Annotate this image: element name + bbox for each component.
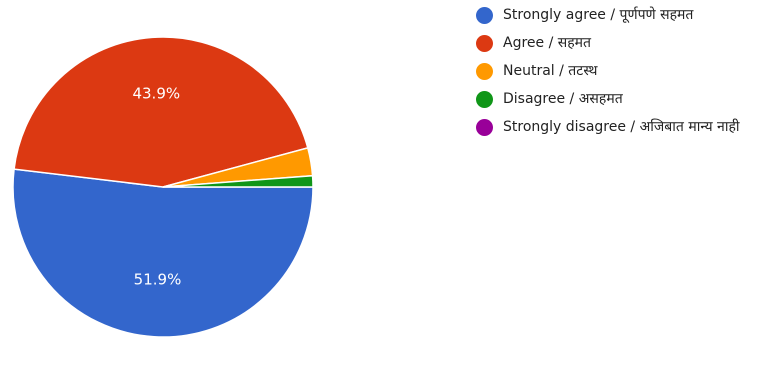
- legend-swatch-icon: [476, 119, 493, 136]
- legend-swatch-icon: [476, 63, 493, 80]
- pie-slices: [12, 36, 314, 338]
- pie-slice-4[interactable]: [162, 174, 314, 188]
- legend-label: Strongly agree / पूर्णपणे सहमत: [503, 7, 694, 23]
- legend-label: Neutral / तटस्थ: [503, 63, 598, 79]
- chart-legend: Strongly agree / पूर्णपणे सहमत Agree / सह…: [476, 6, 766, 146]
- pie-slice-2[interactable]: [13, 36, 309, 188]
- legend-item[interactable]: Neutral / तटस्थ: [476, 62, 766, 81]
- pie-slice-labels: 51.9% 43.9%: [132, 85, 181, 289]
- pie-slice-1[interactable]: [12, 168, 314, 338]
- legend-item[interactable]: Disagree / असहमत: [476, 90, 766, 109]
- legend-label: Agree / सहमत: [503, 35, 592, 51]
- slice-value-label: 51.9%: [134, 270, 182, 288]
- slice-value-label: 43.9%: [132, 85, 180, 103]
- legend-swatch-icon: [476, 7, 493, 24]
- legend-item[interactable]: Strongly agree / पूर्णपणे सहमत: [476, 6, 766, 25]
- legend-label: Strongly disagree / अजिबात मान्य नाही: [503, 119, 740, 135]
- legend-swatch-icon: [476, 35, 493, 52]
- legend-label: Disagree / असहमत: [503, 91, 623, 107]
- legend-swatch-icon: [476, 91, 493, 108]
- legend-item[interactable]: Agree / सहमत: [476, 34, 766, 53]
- legend-item[interactable]: Strongly disagree / अजिबात मान्य नाही: [476, 118, 766, 137]
